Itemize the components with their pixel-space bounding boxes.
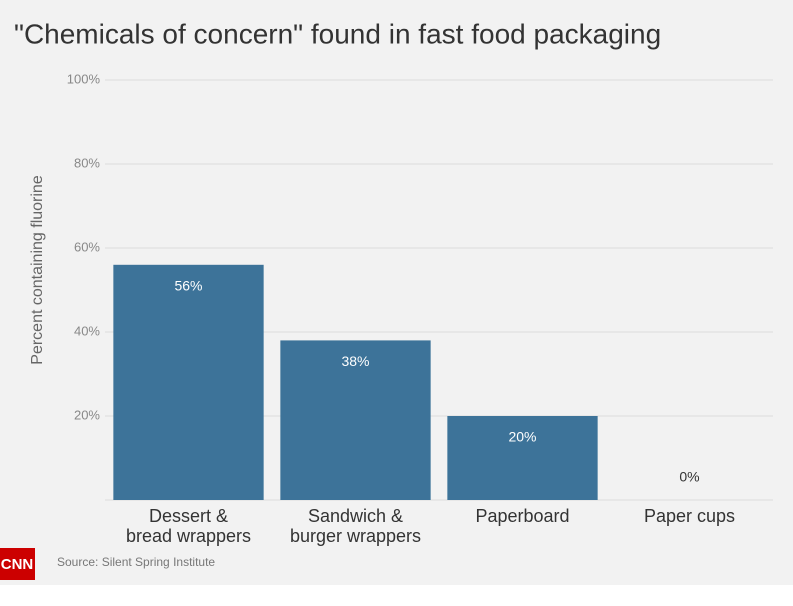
bar xyxy=(447,416,598,500)
y-tick-label: 40% xyxy=(74,323,100,338)
logo: CNN xyxy=(1,556,34,573)
y-tick-label: 100% xyxy=(67,71,101,86)
y-tick-label: 80% xyxy=(74,155,100,170)
bar xyxy=(280,340,431,500)
x-tick-label: Sandwich & burger wrappers xyxy=(289,506,422,546)
chart-title: "Chemicals of concern" found in fast foo… xyxy=(14,18,661,49)
logo-box xyxy=(0,548,35,580)
value-label: 0% xyxy=(679,469,699,485)
bar xyxy=(113,264,264,500)
y-axis-label: Percent containing fluorine xyxy=(29,175,46,365)
source: Source: Silent Spring Institute xyxy=(57,555,215,569)
value-label: 56% xyxy=(174,278,202,294)
value-label: 20% xyxy=(508,429,536,445)
x-tick-label: Dessert & bread wrappers xyxy=(125,506,252,546)
x-tick-label: Paperboard xyxy=(475,506,570,526)
x-tick-label: Paper cups xyxy=(643,506,736,526)
value-label: 38% xyxy=(341,353,369,369)
y-tick-label: 20% xyxy=(74,407,100,422)
y-tick-label: 60% xyxy=(74,239,100,254)
